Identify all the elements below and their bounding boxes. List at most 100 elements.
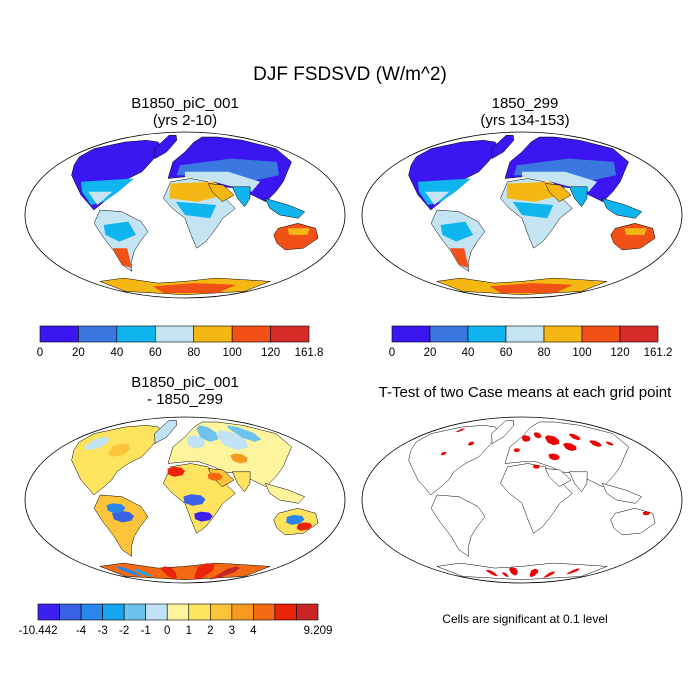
australia-north <box>287 228 310 235</box>
panel-3-title: B1850_piC_001 - 1850_299 <box>20 374 350 408</box>
africa-tropics <box>512 201 554 219</box>
panel-1-title-line2: (yrs 2-10) <box>152 112 218 129</box>
colorbar-bin <box>467 325 507 343</box>
significant-cell <box>533 432 542 439</box>
diff-land-southamerica <box>93 494 149 557</box>
na-south <box>425 191 450 205</box>
diff-patch <box>84 436 110 451</box>
colorbar-bin <box>231 325 271 343</box>
eurasia-midlat <box>176 158 279 182</box>
diff-patch <box>107 443 130 457</box>
colorbar-bin <box>270 325 310 343</box>
colorbar-bin <box>296 603 319 621</box>
significant-cell <box>440 451 447 456</box>
diff-land-seasia <box>264 483 306 504</box>
diff-patch <box>117 566 141 577</box>
map-panel-3 <box>24 416 346 584</box>
land-arabia <box>207 183 235 203</box>
map-border <box>24 131 346 299</box>
diff-patch <box>111 510 134 523</box>
colorbar-tick-label: 100 <box>223 347 242 359</box>
land-seasia <box>601 198 643 219</box>
colorbar-tick-label: -3 <box>97 625 107 637</box>
panel-4-title-line1: T-Test of two Case means at each grid po… <box>378 384 672 401</box>
diff-patch <box>296 522 313 531</box>
colorbar-bin <box>391 325 431 343</box>
diff-land-india <box>232 471 251 493</box>
colorbar-tick-label: 2 <box>207 625 213 637</box>
eurasia-midlat <box>513 158 616 182</box>
colorbar-tick-label: -10.442 <box>18 625 57 637</box>
diff-patch <box>194 563 215 580</box>
ttest-land-seasia <box>601 483 643 504</box>
colorbar-tick-label: 4 <box>250 625 257 637</box>
ttest-land-southamerica <box>430 494 486 557</box>
ttest-land-antarctica <box>435 562 608 580</box>
colorbar-bin <box>123 603 146 621</box>
colorbar-bin <box>78 325 118 343</box>
panel-1-title-line1: B1850_piC_001 <box>131 95 239 112</box>
colorbar-bin <box>543 325 583 343</box>
colorbar-bin <box>188 603 211 621</box>
map-panel-2 <box>361 131 683 299</box>
colorbar-tick-label: 60 <box>500 347 513 359</box>
sa-south <box>449 248 469 269</box>
colorbar-bin <box>253 603 276 621</box>
map-panel-4 <box>361 416 683 584</box>
colorbar-tick-label: -4 <box>76 625 87 637</box>
colorbar-tick-label: 0 <box>37 347 43 359</box>
colorbar-panel-3: -10.442 -4 -3 -2 -1 0 1 2 3 4 9.209 <box>18 603 332 637</box>
diff-patch <box>207 472 223 481</box>
na-south <box>88 191 113 205</box>
diff-patch <box>215 430 249 451</box>
significant-cell <box>522 435 531 442</box>
significant-cell <box>501 572 509 578</box>
colorbar-tick-label: 40 <box>462 347 475 359</box>
diff-patch <box>106 503 126 514</box>
significant-cell <box>543 571 556 578</box>
sa-tropics <box>440 221 473 242</box>
significant-cell <box>456 428 466 433</box>
colorbar-bin <box>429 325 469 343</box>
africa-tropics <box>175 201 217 219</box>
land-seasia <box>264 198 306 219</box>
diff-patch <box>230 453 248 464</box>
diff-patch <box>194 511 213 522</box>
colorbar-bin <box>154 325 195 343</box>
colorbar-panel-1: 0 20 40 60 80 100 120 161.8 <box>37 325 323 359</box>
significant-cell <box>562 442 577 451</box>
colorbar-bin <box>59 603 82 621</box>
colorbar-tick-label: 20 <box>72 347 85 359</box>
australia-north <box>624 228 647 235</box>
significant-cell <box>529 568 539 578</box>
panel-4-title: T-Test of two Case means at each grid po… <box>350 384 700 401</box>
significant-cell <box>642 511 651 516</box>
colorbar-tick-label: 80 <box>538 347 551 359</box>
panel-2-title: 1850_299 (yrs 134-153) <box>350 95 700 129</box>
panel-2-title-line2: (yrs 134-153) <box>480 112 570 129</box>
diff-patch <box>209 566 241 580</box>
colorbar-bin <box>116 325 156 343</box>
figure-title: DJF FSDSVD (W/m^2) <box>253 64 447 85</box>
diff-patch <box>226 425 262 442</box>
significant-cell <box>486 569 498 577</box>
diff-patch <box>134 568 152 578</box>
map-border <box>361 416 683 584</box>
significant-cell <box>514 448 520 453</box>
diff-patch <box>187 435 205 449</box>
antarctica-interior <box>489 283 574 293</box>
colorbar-bin <box>505 325 545 343</box>
colorbar-tick-label: 0 <box>389 347 395 359</box>
significant-cell <box>605 441 614 446</box>
land-greenland <box>491 135 515 160</box>
colorbar-tick-label: -1 <box>141 625 151 637</box>
ttest-land-eurasia <box>504 421 629 488</box>
colorbar-tick-label: 3 <box>229 625 235 637</box>
colorbar-bin <box>231 603 254 621</box>
significant-cell <box>508 567 518 576</box>
significant-cell <box>467 441 475 446</box>
significant-cell <box>569 433 581 441</box>
diff-patch <box>183 494 206 506</box>
colorbar-bin <box>145 603 168 621</box>
